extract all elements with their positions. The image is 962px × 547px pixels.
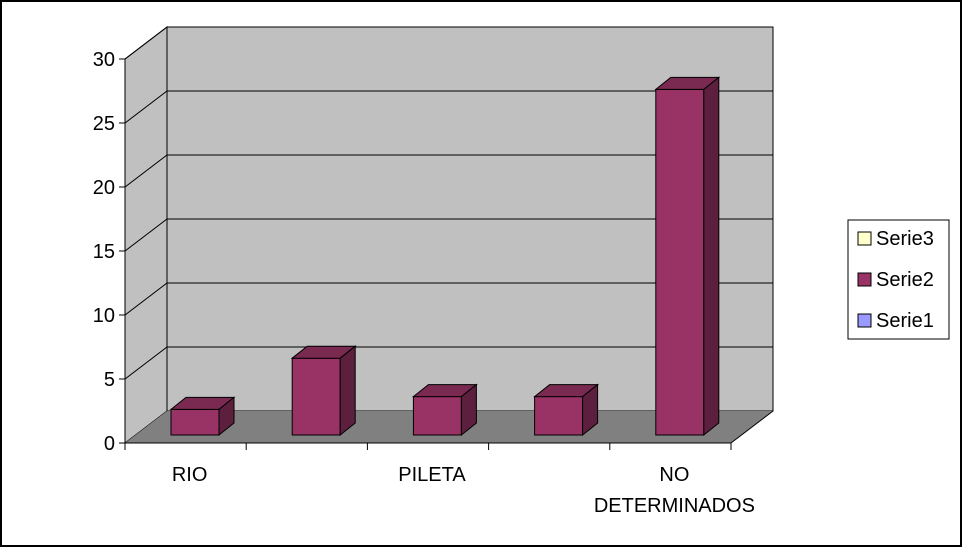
legend: Serie3 Serie2 Serie1 [847,219,950,340]
legend-label: Serie1 [876,310,934,332]
bar-front [412,396,462,436]
floor-edge [730,410,774,444]
gridline [124,218,773,252]
y-tick-label: 15 [93,241,115,263]
gridline [124,346,773,380]
y-tick-label: 30 [93,49,115,71]
bar-side [703,76,720,437]
legend-label: Serie2 [876,269,934,291]
x-tick-label: NO DETERMINADOS [594,464,755,517]
bar [654,76,721,437]
bar [169,396,236,437]
legend-swatch [857,313,872,328]
legend-label: Serie3 [876,228,934,250]
bar-side [460,383,477,437]
bar [411,383,478,437]
bar-front [534,396,584,436]
bar-front [291,357,341,436]
x-axis: RIO PILETA NO DETERMINADOS [124,410,774,517]
bar [290,345,357,437]
gridlines [124,26,773,380]
y-tick-label: 20 [93,177,115,199]
legend-swatch [857,231,872,246]
gridline [124,154,773,188]
y-axis: 0 5 10 15 20 25 30 [93,49,126,455]
y-tick-label: 10 [93,305,115,327]
gridline [124,26,773,60]
x-tick-label: PILETA [398,464,466,486]
bar-side [582,383,599,437]
gridline [124,90,773,124]
gridline [124,282,773,316]
y-tick-label: 5 [104,369,115,391]
bar [533,383,600,437]
bar-side [339,345,356,437]
y-tick-label: 0 [104,433,115,455]
bar-front [655,88,705,436]
bar-side [218,396,235,437]
y-tick-label: 25 [93,113,115,135]
bar-front [170,408,220,436]
bars [169,76,721,437]
legend-swatch [857,272,872,287]
x-tick-label: RIO [172,464,208,486]
